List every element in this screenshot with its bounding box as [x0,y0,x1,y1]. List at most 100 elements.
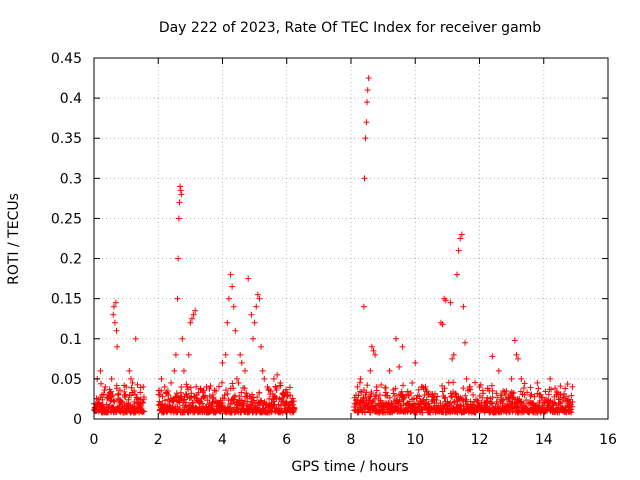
data-point [261,375,268,382]
data-point [185,351,192,358]
data-point [175,255,182,262]
data-point [384,401,391,408]
data-point [97,380,104,387]
data-point [178,191,185,198]
data-point [168,405,175,412]
data-point [535,385,542,392]
data-point [361,175,368,182]
data-point [489,394,496,401]
data-point [100,403,107,410]
data-point [106,389,113,396]
data-point [107,388,114,395]
data-point [290,407,297,414]
data-point [386,394,393,401]
data-point [566,399,573,406]
data-point [193,383,200,390]
data-point [112,299,119,306]
data-point [404,388,411,395]
data-point [412,359,419,366]
data-point [111,319,118,326]
data-point [449,355,456,362]
data-point [457,402,464,409]
data-point [283,399,290,406]
data-point [110,311,117,318]
data-point [158,387,165,394]
data-point [521,380,528,387]
data-point [457,235,464,242]
data-point [523,397,530,404]
data-point [400,382,407,389]
data-point [115,391,122,398]
data-point [131,387,138,394]
data-point [409,379,416,386]
data-point [472,379,479,386]
data-point [450,351,457,358]
data-point [463,375,470,382]
data-point [447,399,454,406]
chart-title: Day 222 of 2023, Rate Of TEC Index for r… [159,20,541,36]
data-point [178,384,185,391]
data-point [251,319,258,326]
data-point [364,99,371,106]
data-point [270,375,277,382]
data-point [273,395,280,402]
data-point [569,403,576,410]
data-point [197,399,204,406]
data-point [273,386,280,393]
data-point [229,283,236,290]
y-tick-label: 0.4 [60,91,82,107]
data-point [354,383,361,390]
data-point [187,319,194,326]
data-point [470,391,477,398]
data-point [110,397,117,404]
data-point [99,391,106,398]
data-point [175,215,182,222]
data-point [508,375,515,382]
data-point [137,407,144,414]
data-point [114,343,121,350]
x-tick-label: 12 [471,432,489,448]
data-point [241,385,248,392]
data-point [362,135,369,142]
data-point [254,291,261,298]
data-point [391,392,398,399]
data-point [539,394,546,401]
data-point [222,351,229,358]
data-point [534,379,541,386]
y-tick-label: 0.15 [51,292,82,308]
data-point [137,384,144,391]
data-point [401,395,408,402]
data-point [139,399,146,406]
data-point [259,367,266,374]
data-point [128,384,135,391]
data-point [284,389,291,396]
data-point [206,393,213,400]
y-tick-label: 0.2 [60,252,82,268]
data-point [140,383,147,390]
data-point [419,398,426,405]
data-point [241,367,248,374]
data-point [489,387,496,394]
data-point [548,386,555,393]
data-point [131,391,138,398]
data-point [200,403,207,410]
data-point [373,383,380,390]
data-point [494,394,501,401]
data-point [540,399,547,406]
data-point [396,398,403,405]
data-point [193,391,200,398]
x-tick-label: 10 [406,432,424,448]
data-point [233,375,240,382]
data-point [416,393,423,400]
data-point [163,390,170,397]
data-point [209,391,216,398]
data-point [448,392,455,399]
y-tick-label: 0.35 [51,131,82,147]
data-point [462,339,469,346]
data-point [226,405,233,412]
data-point [376,391,383,398]
data-point [161,397,168,404]
data-point [290,398,297,405]
x-tick-label: 4 [218,432,227,448]
